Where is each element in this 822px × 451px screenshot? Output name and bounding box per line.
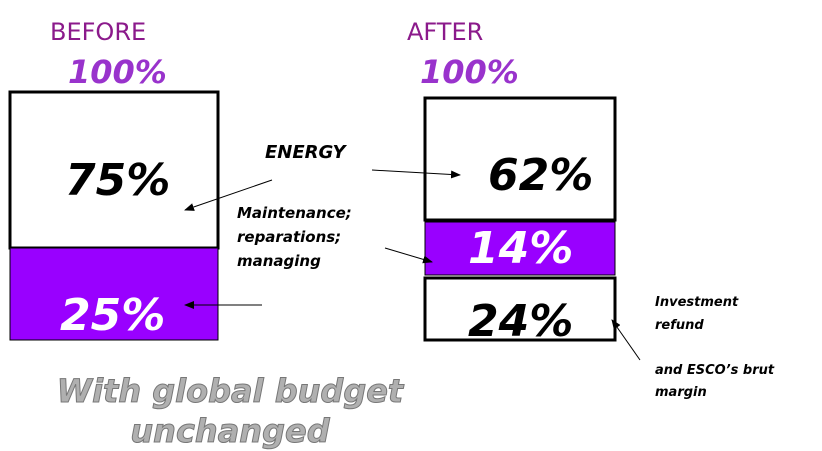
footer-line: With global budget xyxy=(57,372,405,410)
segment-label: 62% xyxy=(488,150,593,201)
after-total: 100% xyxy=(420,53,519,91)
maintenance-label: managing xyxy=(237,252,321,270)
footer-line: unchanged xyxy=(130,412,330,450)
investment-label: refund xyxy=(655,318,704,333)
arrow xyxy=(611,319,641,361)
before-heading: BEFORE xyxy=(50,18,146,46)
box xyxy=(423,96,617,222)
after-heading: AFTER xyxy=(407,18,483,46)
margin-label: margin xyxy=(655,385,707,400)
segment-label: 24% xyxy=(468,296,573,347)
segment-label: 75% xyxy=(65,155,170,206)
investment-label: Investment xyxy=(655,295,739,310)
arrow xyxy=(184,179,273,211)
box xyxy=(424,221,616,276)
arrow xyxy=(384,247,433,264)
box xyxy=(9,247,219,341)
box xyxy=(423,276,617,342)
segment-label: 14% xyxy=(468,223,573,274)
segment-label: 25% xyxy=(60,290,165,341)
margin-label: and ESCO’s brut xyxy=(655,363,775,378)
arrow xyxy=(371,169,461,179)
maintenance-label: Maintenance; xyxy=(237,204,352,222)
maintenance-label: reparations; xyxy=(237,228,341,246)
box xyxy=(8,90,220,250)
before-total: 100% xyxy=(68,53,167,91)
energy-label: ENERGY xyxy=(265,142,348,163)
